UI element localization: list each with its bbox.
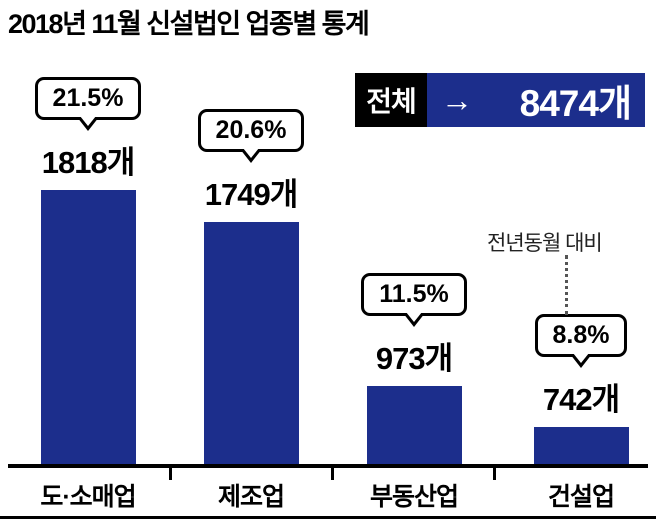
percent-bubble: 11.5% [361, 273, 467, 316]
category-label-construction: 건설업 [547, 483, 615, 511]
dotted-connector [565, 255, 568, 315]
yoy-note: 전년동월 대비 [487, 232, 603, 255]
axis-tick [331, 464, 334, 480]
bar [203, 222, 299, 466]
x-axis-line [8, 464, 648, 468]
percent-bubble: 21.5% [34, 77, 142, 120]
total-box: 전체 → 8474개 [355, 73, 645, 127]
percent-bubble: 8.8% [534, 314, 628, 357]
percent-label: 11.5% [379, 280, 449, 308]
chart-title: 2018년 11월 신설법인 업종별 통계 [8, 9, 370, 39]
bar [366, 386, 462, 466]
bar [533, 427, 629, 466]
bar-value-label: 1749개 [204, 177, 298, 212]
bar-value-label: 1818개 [41, 145, 135, 180]
category-label-wholesale-retail: 도·소매업 [40, 483, 136, 511]
bar-group-construction: 8.8% 742개 [516, 314, 646, 466]
bar-value-label: 742개 [542, 382, 620, 417]
bar-group-wholesale-retail: 21.5% 1818개 [23, 77, 153, 466]
total-value-box: → 8474개 [427, 73, 645, 127]
bar-value-label: 973개 [375, 341, 453, 376]
axis-tick [169, 464, 172, 480]
axis-tick [493, 464, 496, 480]
bar-group-real-estate: 11.5% 973개 [349, 273, 479, 466]
category-label-manufacturing: 제조업 [217, 483, 285, 511]
percent-bubble: 20.6% [197, 109, 305, 152]
total-label: 전체 [355, 73, 427, 127]
percent-label: 8.8% [552, 321, 610, 349]
percent-label: 20.6% [215, 116, 287, 144]
arrow-right-icon: → [441, 82, 473, 118]
percent-label: 21.5% [52, 84, 124, 112]
category-label-real-estate: 부동산업 [369, 483, 459, 511]
total-value: 8474개 [519, 83, 632, 124]
bottom-rule [0, 516, 656, 519]
bar [40, 190, 136, 466]
bar-group-manufacturing: 20.6% 1749개 [186, 109, 316, 466]
